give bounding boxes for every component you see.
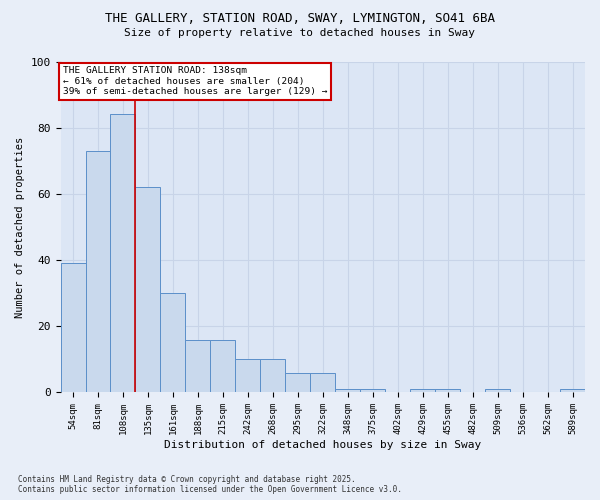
Bar (185, 340, 211, 392)
Bar (310, 372, 335, 392)
Bar (335, 389, 360, 392)
Bar (86, 151, 110, 392)
Bar (211, 340, 235, 392)
Bar (110, 114, 136, 392)
Bar (435, 389, 460, 392)
X-axis label: Distribution of detached houses by size in Sway: Distribution of detached houses by size … (164, 440, 481, 450)
Text: Contains HM Land Registry data © Crown copyright and database right 2025.
Contai: Contains HM Land Registry data © Crown c… (18, 474, 402, 494)
Bar (560, 389, 585, 392)
Bar (485, 389, 510, 392)
Bar (286, 372, 310, 392)
Bar (260, 360, 286, 392)
Text: THE GALLERY STATION ROAD: 138sqm
← 61% of detached houses are smaller (204)
39% : THE GALLERY STATION ROAD: 138sqm ← 61% o… (63, 66, 328, 96)
Bar (235, 360, 260, 392)
Bar (360, 389, 385, 392)
Y-axis label: Number of detached properties: Number of detached properties (15, 136, 25, 318)
Bar (410, 389, 435, 392)
Bar (61, 264, 86, 392)
Bar (136, 188, 160, 392)
Text: THE GALLERY, STATION ROAD, SWAY, LYMINGTON, SO41 6BA: THE GALLERY, STATION ROAD, SWAY, LYMINGT… (105, 12, 495, 26)
Text: Size of property relative to detached houses in Sway: Size of property relative to detached ho… (125, 28, 476, 38)
Bar (160, 293, 185, 392)
